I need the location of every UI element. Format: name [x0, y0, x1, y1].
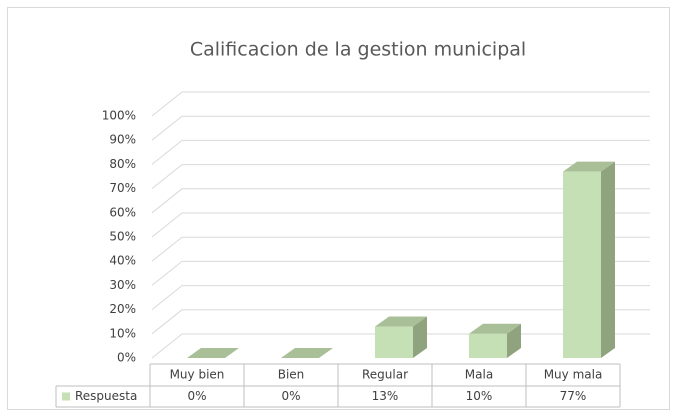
grid-line	[151, 309, 650, 335]
table-value: 77%	[560, 389, 587, 403]
legend-label: Respuesta	[75, 389, 137, 403]
y-tick-label: 100%	[102, 109, 136, 123]
x-tick-label: Mala	[465, 368, 493, 382]
y-tick-label: 30%	[109, 278, 136, 292]
legend-swatch	[62, 392, 70, 401]
y-tick-label: 80%	[109, 157, 136, 171]
grid-line	[151, 139, 650, 165]
bar	[187, 348, 239, 358]
bar-face	[187, 348, 239, 358]
x-tick-label: Muy bien	[170, 368, 225, 382]
grid-line	[151, 236, 650, 262]
x-tick-label: Muy mala	[544, 368, 603, 382]
bar	[375, 316, 427, 358]
y-tick-label: 60%	[109, 205, 136, 219]
bar-face	[507, 323, 521, 358]
y-tick-label: 50%	[109, 230, 136, 244]
grid-line	[151, 164, 650, 189]
table-value: 13%	[372, 389, 399, 403]
grid-line	[151, 115, 650, 141]
grid-line	[151, 91, 650, 117]
y-tick-label: 70%	[109, 181, 136, 195]
bar-face	[375, 326, 413, 358]
y-tick-label: 0%	[117, 351, 136, 365]
x-tick-label: Bien	[278, 368, 305, 382]
bar-face	[601, 161, 615, 358]
bar-face	[469, 333, 507, 358]
bar-face	[375, 316, 427, 327]
bar-face	[563, 171, 601, 358]
chart-title: Calificacion de la gestion municipal	[190, 39, 526, 61]
chart-border	[7, 7, 670, 410]
y-tick-label: 40%	[109, 254, 136, 268]
bar	[563, 161, 615, 358]
bar	[469, 323, 521, 358]
bar-face	[469, 323, 521, 334]
table-value: 0%	[281, 389, 300, 403]
bar-face	[563, 161, 615, 172]
grid-line	[151, 188, 650, 214]
x-tick-label: Regular	[362, 368, 408, 382]
bar-face	[281, 348, 333, 358]
bar-face	[413, 316, 427, 358]
table-value: 10%	[466, 389, 493, 403]
table-value: 0%	[187, 389, 206, 403]
y-tick-label: 90%	[109, 133, 136, 147]
grid-line	[151, 212, 650, 238]
grid-line	[151, 260, 650, 286]
grid-line	[151, 285, 650, 310]
y-tick-label: 10%	[109, 326, 136, 340]
y-tick-label: 20%	[109, 302, 136, 316]
bar	[281, 348, 333, 358]
